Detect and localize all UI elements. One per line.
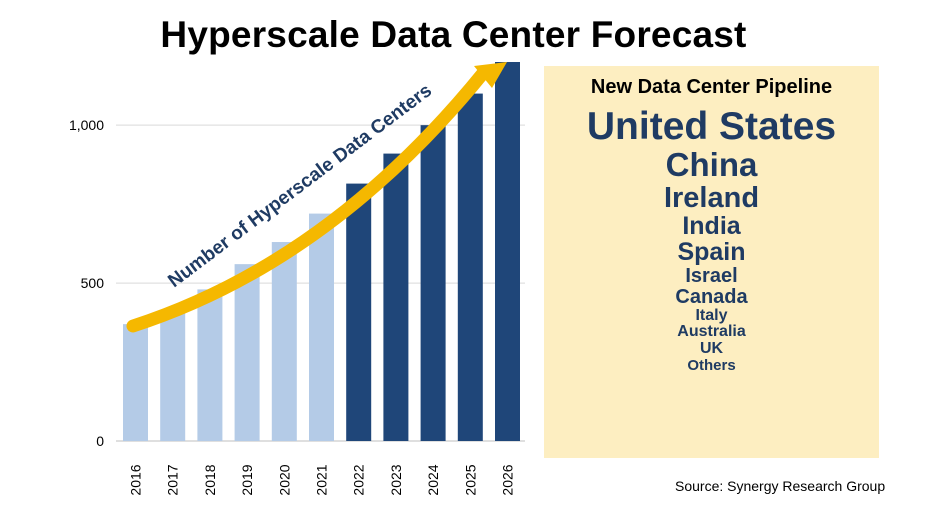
bar [309, 213, 334, 441]
x-tick-label: 2022 [351, 464, 367, 495]
x-tick-label: 2019 [239, 464, 255, 495]
pipeline-country: Others [687, 356, 736, 374]
y-tick-label: 1,000 [69, 117, 104, 133]
y-tick-label: 0 [96, 433, 104, 449]
bar [346, 183, 372, 442]
bar [457, 93, 483, 441]
pipeline-country: Canada [675, 285, 748, 308]
pipeline-panel: New Data Center Pipeline United States Ch… [544, 66, 879, 458]
bar [383, 153, 409, 441]
chart-title: Hyperscale Data Center Forecast [160, 14, 747, 55]
x-tick-label: 2016 [128, 464, 144, 495]
bar [420, 125, 446, 442]
pipeline-country: Spain [677, 238, 746, 267]
x-tick-label: 2021 [314, 464, 330, 495]
pipeline-country: Israel [685, 264, 738, 287]
pipeline-country: Ireland [663, 181, 760, 214]
y-tick-label: 500 [81, 275, 105, 291]
bar [160, 311, 186, 441]
pipeline-list: United States China Ireland India Spain Israe… [544, 105, 879, 374]
bar [495, 62, 520, 441]
x-tick-label: 2023 [388, 464, 404, 495]
pipeline-country: UK [699, 340, 724, 358]
pipeline-country: China [665, 145, 758, 183]
pipeline-title: New Data Center Pipeline [590, 76, 833, 98]
source-note: Source: Synergy Research Group [675, 478, 886, 494]
bar [197, 289, 223, 441]
trend-arrow-head [474, 62, 507, 88]
x-tick-label: 2024 [425, 464, 441, 495]
pipeline-country: India [682, 212, 741, 241]
pipeline-country: United States [586, 105, 837, 148]
pipeline-country: Australia [677, 323, 746, 341]
x-tick-label: 2025 [462, 464, 478, 495]
x-tick-label: 2017 [165, 464, 181, 495]
x-tick-label: 2020 [276, 464, 292, 495]
pipeline-country: Italy [695, 306, 728, 324]
bar [123, 324, 148, 441]
x-tick-label: 2026 [500, 464, 516, 495]
bar [234, 264, 260, 441]
bar [271, 242, 297, 441]
x-tick-label: 2018 [202, 464, 218, 495]
trend-arrow-shaft [126, 65, 491, 333]
